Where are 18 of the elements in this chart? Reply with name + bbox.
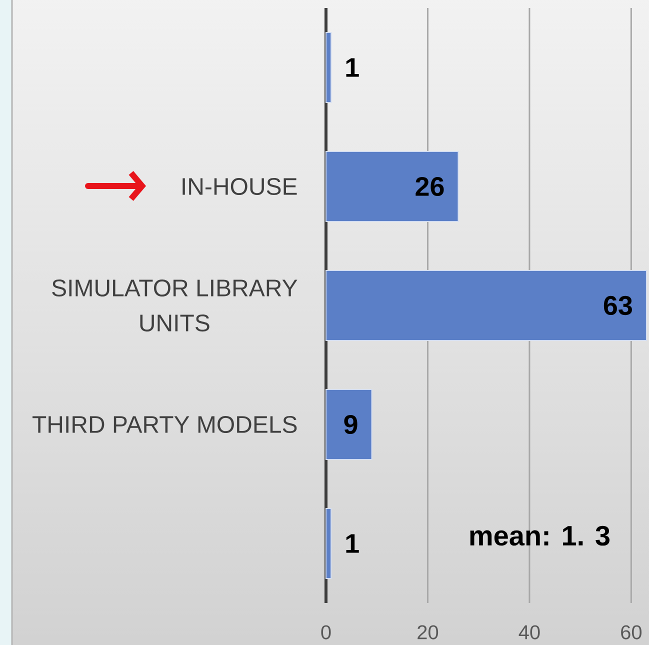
bar (325, 270, 647, 341)
bar (325, 32, 332, 104)
y-tick-label: SIMULATOR LIBRARY UNITS (52, 280, 298, 332)
y-tick-label: IN-HOUSE (182, 178, 297, 195)
annotation: mean: 1. 3 (470, 526, 610, 546)
x-tick-label: 20 (418, 625, 438, 640)
x-tick-label: 0 (321, 625, 331, 640)
data-label: 1 (346, 534, 359, 553)
bar (325, 388, 372, 460)
bar (325, 508, 332, 579)
data-label: 9 (344, 414, 358, 434)
y-tick-label: THIRD PARTY MODELS (32, 416, 297, 433)
data-label: 1 (346, 58, 359, 77)
data-label: 26 (416, 176, 444, 196)
x-tick-label: 60 (621, 625, 642, 640)
bar (325, 151, 459, 222)
x-tick-label: 40 (518, 625, 540, 640)
data-label: 63 (604, 296, 632, 316)
